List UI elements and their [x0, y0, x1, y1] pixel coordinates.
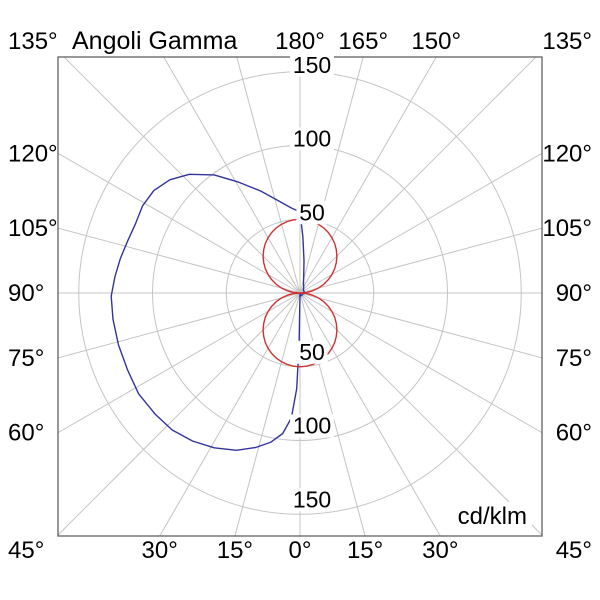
angle-label: 75° — [556, 345, 592, 372]
angle-label: 60° — [556, 420, 592, 447]
radial-tick-label: 100 — [293, 413, 331, 439]
tick-label-bg — [290, 53, 334, 77]
tick-label-bg — [290, 127, 334, 151]
angle-label: 105° — [8, 215, 58, 242]
grid-spoke — [299, 292, 542, 536]
grid-spoke — [299, 57, 537, 294]
tick-label-bg — [290, 414, 334, 438]
angle-label: 60° — [8, 420, 44, 447]
angle-label: 90° — [8, 280, 44, 307]
grid-spoke — [58, 227, 301, 294]
angle-label: 75° — [8, 345, 44, 372]
grid-spoke — [58, 292, 301, 536]
grid-spoke — [163, 57, 301, 294]
angle-label: 180° — [275, 28, 325, 55]
grid-spoke — [299, 152, 542, 294]
curve-gamma-plane-c90-c270 — [262, 218, 338, 368]
angle-label: 0° — [289, 537, 312, 564]
angle-label: 135° — [8, 28, 58, 55]
grid-spoke — [58, 292, 301, 359]
angle-label: 30° — [422, 537, 458, 564]
angle-label: 165° — [338, 28, 388, 55]
angle-label: 120° — [542, 140, 592, 167]
radial-tick-label: 50 — [299, 339, 325, 365]
tick-label-bg — [296, 340, 328, 364]
grid-spoke — [299, 292, 441, 536]
tick-label-bg — [296, 201, 328, 225]
grid-spoke — [63, 57, 301, 294]
angle-label: 150° — [411, 28, 461, 55]
angle-label: 90° — [556, 280, 592, 307]
axis-labels: 50 50 100 100 150 150 135° 135° 45° 45° 180° 165° 15… — [8, 28, 592, 564]
angle-label: 45° — [556, 537, 592, 564]
grid-spoke — [58, 292, 301, 434]
grid-spoke — [58, 152, 301, 294]
radial-tick-label: 50 — [299, 199, 325, 225]
tick-label-bg — [290, 488, 334, 512]
unit-label-bg — [438, 502, 532, 529]
chart-title: Angoli Gamma — [72, 27, 237, 55]
radial-tick-label: 100 — [293, 126, 331, 152]
unit-label: cd/klm — [458, 503, 527, 530]
angle-label: 105° — [542, 215, 592, 242]
angle-label: 135° — [542, 28, 592, 55]
grid-spoke — [299, 292, 542, 434]
angle-label: 120° — [8, 140, 58, 167]
curve-gamma-plane-c0-c180 — [110, 173, 306, 451]
grid-spoke — [299, 227, 542, 294]
radial-tick-label: 150 — [293, 52, 331, 78]
angle-label: 15° — [217, 537, 253, 564]
grid-spoke — [299, 292, 542, 359]
radial-tick-label: 150 — [293, 486, 331, 512]
angle-label: 15° — [347, 537, 383, 564]
angle-label: 45° — [8, 537, 44, 564]
grid-spoke — [159, 292, 301, 536]
grid-spoke — [299, 57, 437, 294]
angle-label: 30° — [142, 537, 178, 564]
intensity-curves — [110, 173, 338, 451]
